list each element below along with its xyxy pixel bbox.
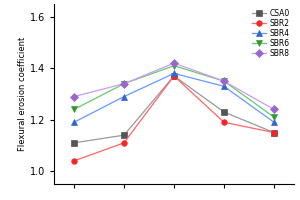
Legend: CSA0, SBR2, SBR4, SBR6, SBR8: CSA0, SBR2, SBR4, SBR6, SBR8 — [252, 8, 290, 59]
SBR6 — [222, 80, 226, 82]
SBR4 — [122, 95, 126, 98]
CSA0 — [72, 142, 76, 144]
CSA0 — [272, 131, 276, 134]
CSA0 — [172, 75, 176, 77]
SBR2 — [172, 75, 176, 77]
SBR6 — [172, 65, 176, 67]
SBR8 — [172, 62, 176, 64]
Line: CSA0: CSA0 — [71, 73, 277, 146]
SBR4 — [222, 85, 226, 87]
Line: SBR2: SBR2 — [71, 73, 277, 164]
SBR8 — [272, 108, 276, 111]
CSA0 — [222, 111, 226, 113]
Line: SBR4: SBR4 — [71, 71, 277, 125]
SBR2 — [72, 160, 76, 162]
SBR8 — [122, 83, 126, 85]
SBR6 — [122, 83, 126, 85]
SBR6 — [72, 108, 76, 111]
SBR4 — [72, 121, 76, 123]
SBR2 — [272, 131, 276, 134]
SBR8 — [222, 80, 226, 82]
Line: SBR6: SBR6 — [71, 63, 277, 120]
SBR6 — [272, 116, 276, 118]
Y-axis label: Flexural erosion coefficient: Flexural erosion coefficient — [18, 37, 27, 151]
SBR4 — [272, 121, 276, 123]
SBR2 — [122, 142, 126, 144]
Line: SBR8: SBR8 — [71, 60, 277, 112]
SBR2 — [222, 121, 226, 123]
CSA0 — [122, 134, 126, 136]
SBR8 — [72, 95, 76, 98]
SBR4 — [172, 72, 176, 75]
